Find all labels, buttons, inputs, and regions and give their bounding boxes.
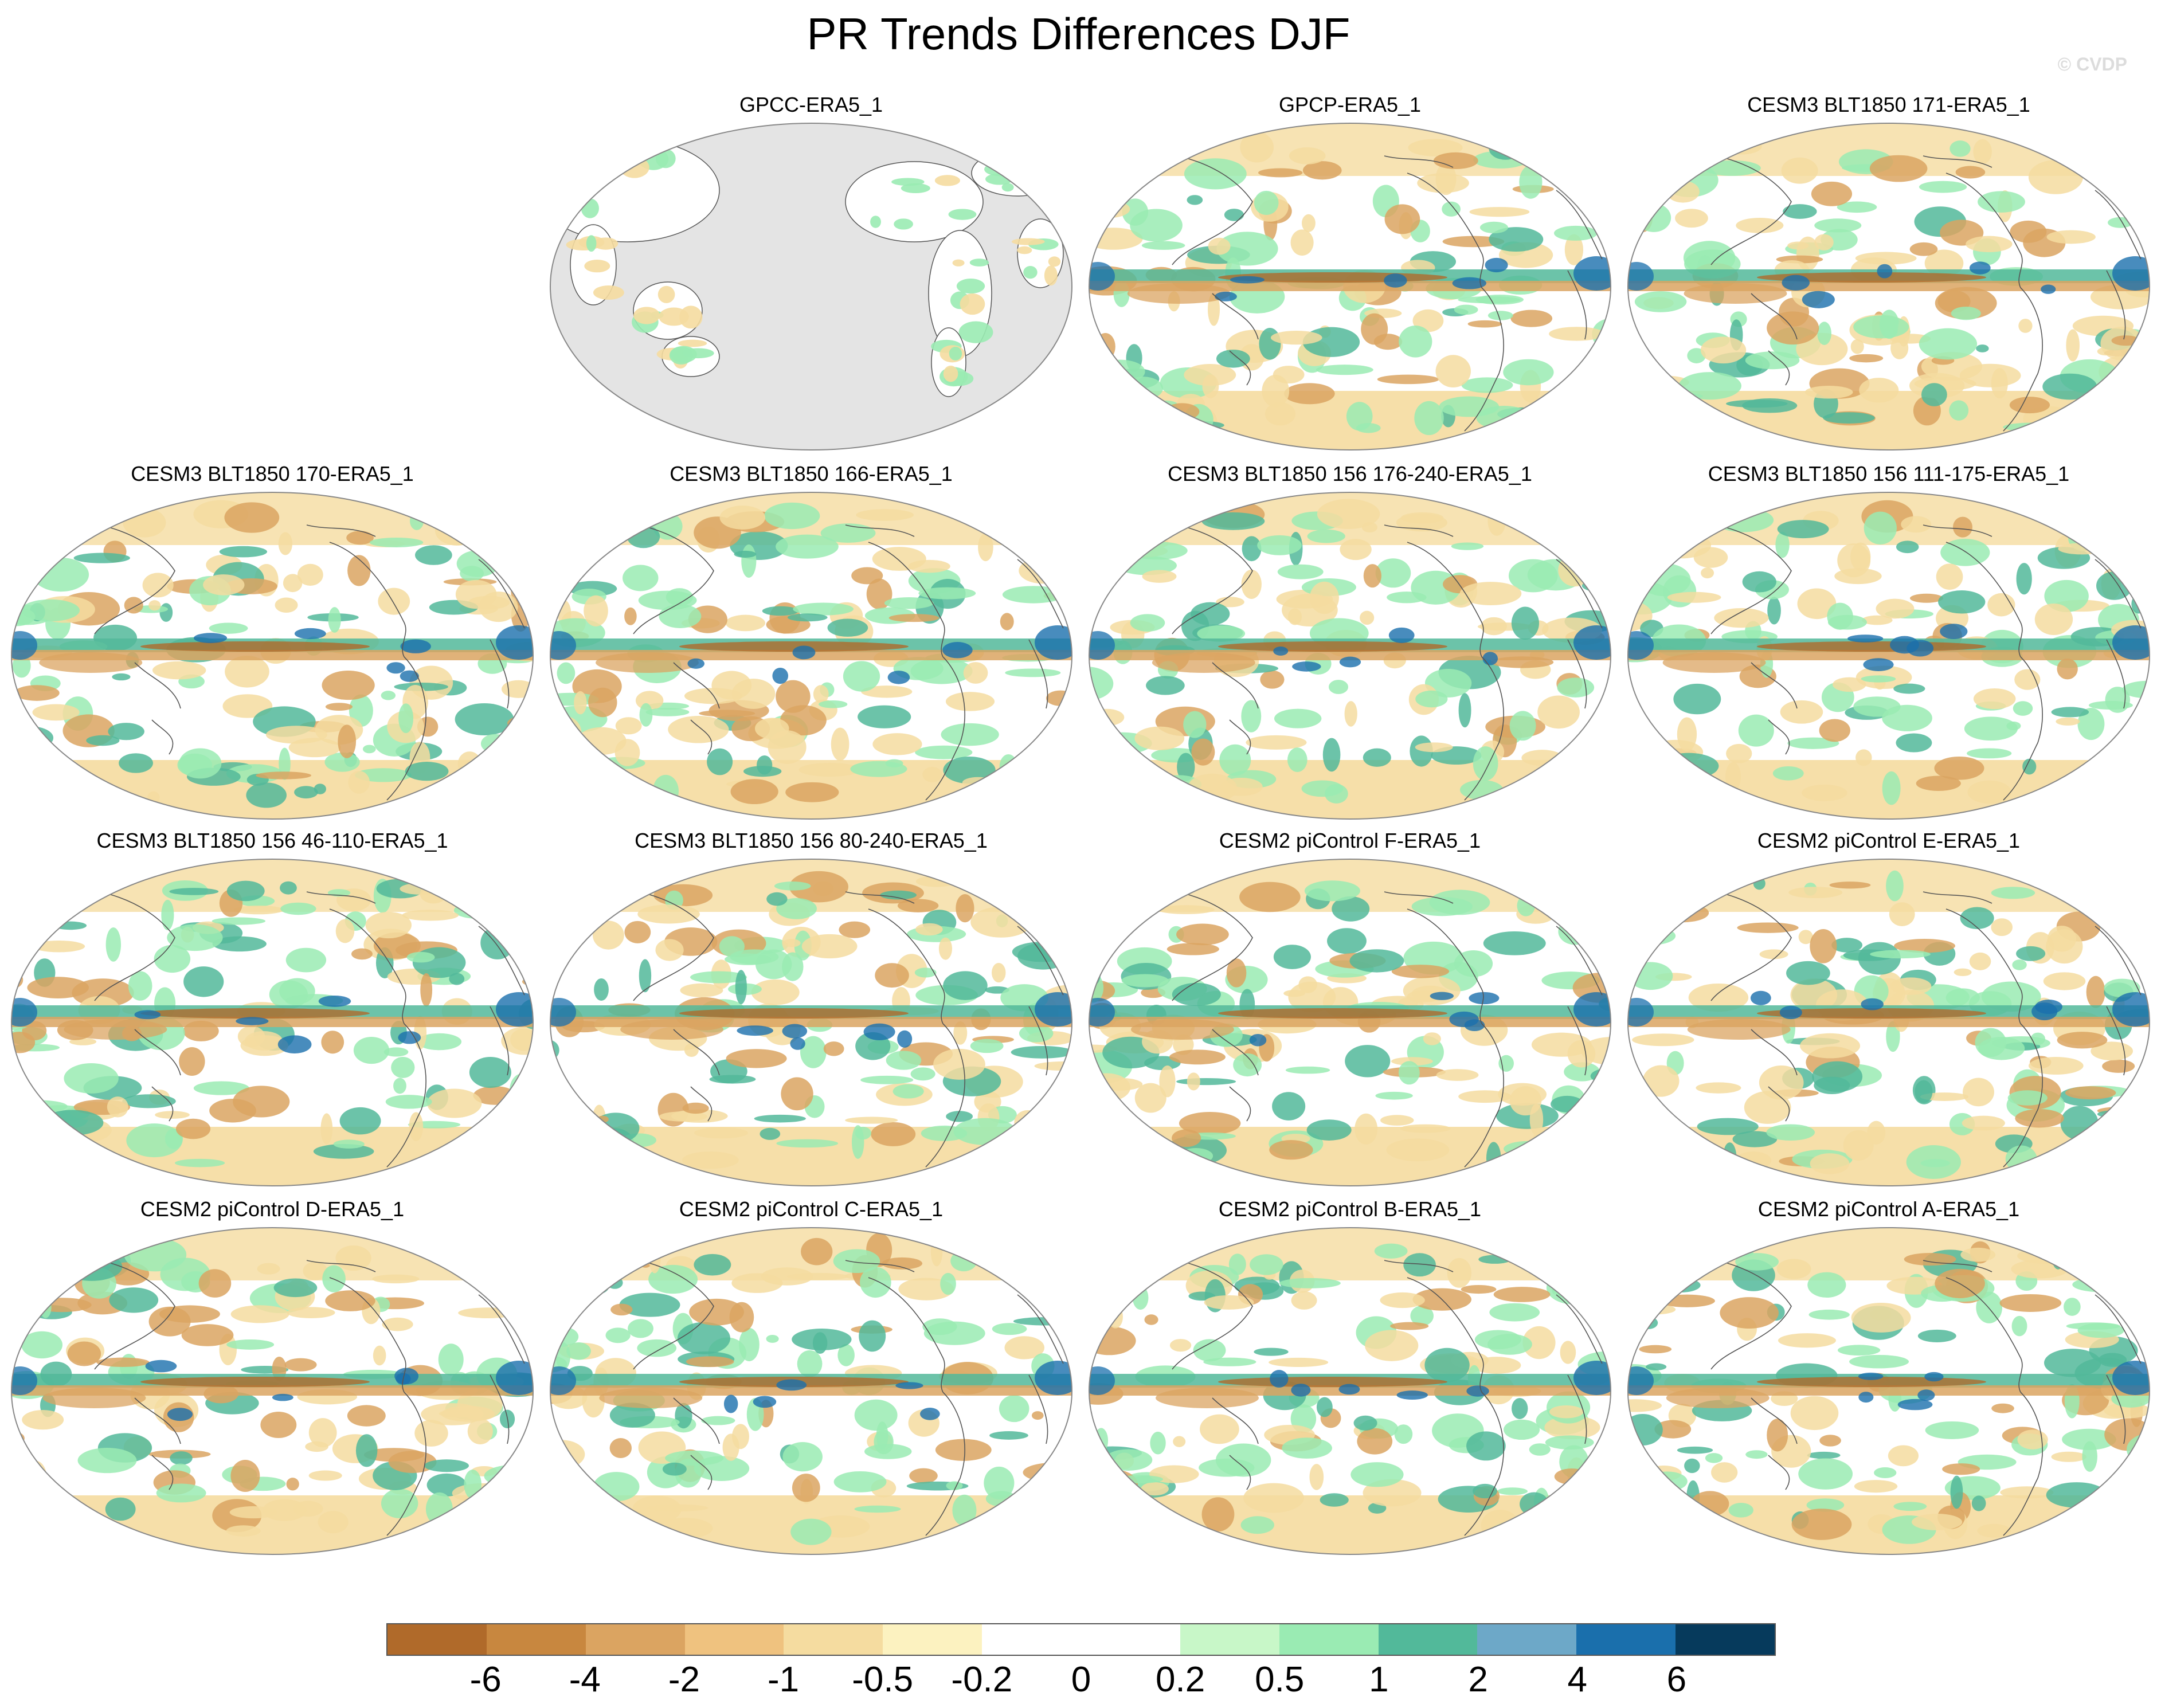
- map-panel: CESM2 piControl D-ERA5_1: [9, 1197, 536, 1558]
- map-border: [11, 1227, 534, 1555]
- world-map: [1089, 859, 1611, 1186]
- panel-title: CESM3 BLT1850 156 80-240-ERA5_1: [635, 829, 988, 852]
- map-border: [11, 859, 534, 1186]
- colorbar-tick-label: 2: [1468, 1660, 1488, 1699]
- map-panel: CESM2 piControl A-ERA5_1: [1625, 1197, 2152, 1558]
- colorbar-swatch: [486, 1624, 586, 1655]
- colorbar-swatch: [982, 1624, 1082, 1655]
- cvdp-watermark: © CVDP: [2057, 54, 2127, 75]
- map-border: [1089, 492, 1611, 820]
- panel-title: CESM3 BLT1850 166-ERA5_1: [670, 462, 953, 485]
- map-border: [550, 492, 1072, 820]
- panel-title: CESM2 piControl D-ERA5_1: [140, 1197, 405, 1221]
- map-panel: GPCC-ERA5_1: [547, 93, 1075, 454]
- colorbar-swatch: [1378, 1624, 1478, 1655]
- world-map: [11, 859, 534, 1186]
- map-border: [1627, 123, 2150, 450]
- map-border: [1089, 123, 1611, 450]
- world-map: [11, 492, 534, 820]
- map-panel: CESM3 BLT1850 166-ERA5_1: [547, 462, 1075, 823]
- map-panel: CESM3 BLT1850 156 111-175-ERA5_1: [1625, 462, 2152, 823]
- world-map: [1627, 859, 2150, 1186]
- colorbar-swatch: [1576, 1624, 1676, 1655]
- colorbar-tick-label: -0.2: [951, 1660, 1013, 1699]
- world-map: [1089, 1227, 1611, 1555]
- colorbar-tick-label: 0.5: [1255, 1660, 1305, 1699]
- map-panel: CESM2 piControl E-ERA5_1: [1625, 829, 2152, 1190]
- colorbar-swatch: [1279, 1624, 1379, 1655]
- colorbar-tick-label: -6: [469, 1660, 502, 1699]
- panel-title: CESM2 piControl B-ERA5_1: [1218, 1197, 1482, 1221]
- colorbar-swatch: [585, 1624, 685, 1655]
- colorbar-swatch: [784, 1624, 883, 1655]
- panel-title: GPCP-ERA5_1: [1278, 93, 1422, 116]
- colorbar-tick-label: 0.2: [1156, 1660, 1205, 1699]
- map-panel: CESM2 piControl F-ERA5_1: [1086, 829, 1614, 1190]
- map-panel: CESM3 BLT1850 156 176-240-ERA5_1: [1086, 462, 1614, 823]
- map-border: [1627, 492, 2150, 820]
- map-panel: CESM3 BLT1850 156 80-240-ERA5_1: [547, 829, 1075, 1190]
- colorbar-swatch: [883, 1624, 982, 1655]
- map-panel: CESM3 BLT1850 170-ERA5_1: [9, 462, 536, 823]
- world-map: [1089, 492, 1611, 820]
- map-border: [1627, 859, 2150, 1186]
- panel-title: GPCC-ERA5_1: [739, 93, 883, 116]
- panel-title: CESM3 BLT1850 156 176-240-ERA5_1: [1168, 462, 1532, 485]
- panel-title: CESM2 piControl A-ERA5_1: [1757, 1197, 2020, 1221]
- panel-title: CESM2 piControl F-ERA5_1: [1219, 829, 1481, 852]
- map-border: [11, 492, 534, 820]
- colorbar-swatch: [1477, 1624, 1577, 1655]
- panel-title: CESM3 BLT1850 171-ERA5_1: [1747, 93, 2030, 116]
- colorbar-tick-label: 4: [1567, 1660, 1587, 1699]
- map-border: [550, 1227, 1072, 1555]
- colorbar: [386, 1623, 1776, 1656]
- map-panel: CESM3 BLT1850 171-ERA5_1: [1625, 93, 2152, 454]
- panel-title: CESM3 BLT1850 170-ERA5_1: [131, 462, 414, 485]
- world-map: [1089, 123, 1611, 450]
- colorbar-tick-label: 6: [1666, 1660, 1687, 1699]
- world-map: [1627, 123, 2150, 450]
- map-border: [550, 859, 1072, 1186]
- figure-title: PR Trends Differences DJF: [807, 9, 1350, 59]
- world-map: [11, 1227, 534, 1555]
- world-map: [550, 1227, 1072, 1555]
- panel-title: CESM2 piControl C-ERA5_1: [679, 1197, 944, 1221]
- world-map: [550, 492, 1072, 820]
- world-map: [1627, 1227, 2150, 1555]
- colorbar-swatch: [684, 1624, 784, 1655]
- colorbar-tick-label: -2: [668, 1660, 700, 1699]
- map-border: [1627, 1227, 2150, 1555]
- panel-title: CESM2 piControl E-ERA5_1: [1757, 829, 2021, 852]
- panel-title: CESM3 BLT1850 156 46-110-ERA5_1: [96, 829, 448, 852]
- colorbar-tick-label: 1: [1369, 1660, 1389, 1699]
- world-map: [550, 859, 1072, 1186]
- map-border: [550, 123, 1072, 450]
- colorbar-swatch: [387, 1624, 487, 1655]
- colorbar-tick-label: -1: [767, 1660, 800, 1699]
- world-map: [550, 123, 1072, 450]
- map-panel: CESM2 piControl C-ERA5_1: [547, 1197, 1075, 1558]
- colorbar-swatch: [1180, 1624, 1279, 1655]
- map-border: [1089, 1227, 1611, 1555]
- map-panel: CESM2 piControl B-ERA5_1: [1086, 1197, 1614, 1558]
- map-panel: GPCP-ERA5_1: [1086, 93, 1614, 454]
- colorbar-swatch: [1081, 1624, 1180, 1655]
- colorbar-tick-label: -4: [569, 1660, 601, 1699]
- colorbar-tick-label: 0: [1071, 1660, 1091, 1699]
- colorbar-tick-label: -0.5: [852, 1660, 914, 1699]
- map-border: [1089, 859, 1611, 1186]
- map-panel: CESM3 BLT1850 156 46-110-ERA5_1: [9, 829, 536, 1190]
- panel-title: CESM3 BLT1850 156 111-175-ERA5_1: [1708, 462, 2070, 485]
- colorbar-swatch: [1676, 1624, 1775, 1655]
- world-map: [1627, 492, 2150, 820]
